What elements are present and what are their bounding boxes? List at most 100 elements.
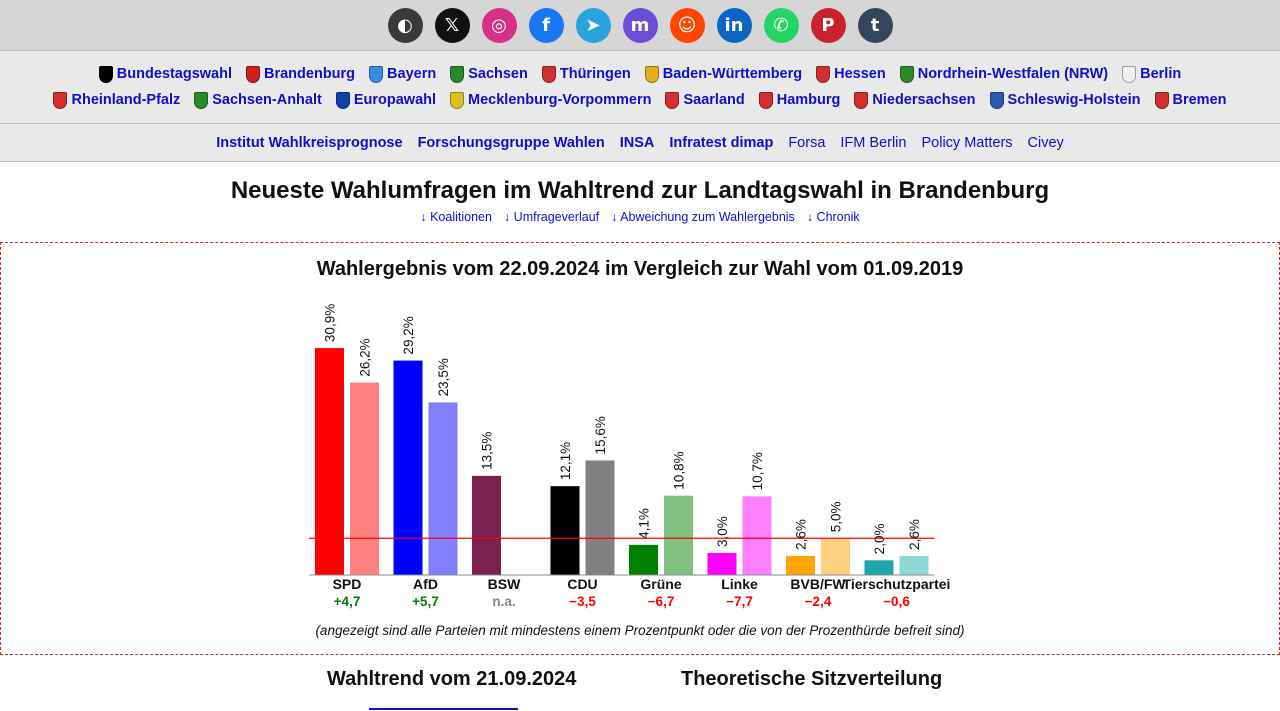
institute-link[interactable]: INSA xyxy=(619,134,655,151)
state-link-baden-w-rttemberg[interactable]: Baden-Württemberg xyxy=(644,65,803,83)
state-link-europawahl[interactable]: Europawahl xyxy=(335,91,436,109)
tab-sitzverteilung[interactable]: Theoretische Sitzverteilung xyxy=(681,668,943,690)
state-link-hamburg[interactable]: Hamburg xyxy=(758,91,840,109)
institute-link[interactable]: Forsa xyxy=(788,134,826,151)
bar-bvb/fw-2019 xyxy=(821,538,850,575)
mixed-icon[interactable]: ◐ xyxy=(387,7,423,43)
category-label: Tierschutzpartei xyxy=(843,576,951,592)
category-label: CDU xyxy=(567,576,597,592)
state-label: Bremen xyxy=(1172,92,1227,108)
institute-link[interactable]: IFM Berlin xyxy=(840,134,907,151)
state-link-bremen[interactable]: Bremen xyxy=(1154,91,1227,109)
state-link-berlin[interactable]: Berlin xyxy=(1122,65,1181,83)
state-label: Bundestagswahl xyxy=(116,66,232,82)
bar-value-label: 10,8% xyxy=(672,451,687,489)
bar-value-label: 30,9% xyxy=(323,304,338,342)
mastodon-icon[interactable]: m xyxy=(622,7,658,43)
difference-label: n.a. xyxy=(492,594,515,609)
state-crest-icon xyxy=(450,91,465,109)
bar-value-label: 10,7% xyxy=(750,452,765,490)
institute-link[interactable]: Infratest dimap xyxy=(669,134,774,151)
tab-wahltrend[interactable]: Wahltrend vom 21.09.2024 xyxy=(327,668,577,690)
state-crest-icon xyxy=(246,65,260,83)
bar-value-label: 23,5% xyxy=(436,358,451,396)
state-link-bundestagswahl[interactable]: Bundestagswahl xyxy=(98,65,232,83)
bar-value-label: 2,6% xyxy=(907,519,922,550)
reddit-icon[interactable]: ☺ xyxy=(669,7,705,43)
bar-value-label: 29,2% xyxy=(401,316,416,354)
state-crest-icon xyxy=(369,65,384,83)
state-link-bayern[interactable]: Bayern xyxy=(369,65,436,83)
state-crest-icon xyxy=(53,91,68,109)
state-link-rheinland-pfalz[interactable]: Rheinland-Pfalz xyxy=(53,91,181,109)
facebook-icon[interactable]: f xyxy=(528,7,564,43)
state-crest-icon xyxy=(899,65,914,83)
bar-linke-2024 xyxy=(707,552,737,575)
state-crest-icon xyxy=(450,65,465,83)
institute-link[interactable]: Civey xyxy=(1027,134,1064,151)
bar-grüne-2024 xyxy=(629,544,658,575)
state-row-2: Rheinland-Pfalz Sachsen-Anhalt Europawahl M… xyxy=(0,91,1280,109)
anchor-link[interactable]: ↓ Abweichung zum Wahlergebnis xyxy=(611,210,795,224)
anchor-link[interactable]: ↓ Koalitionen xyxy=(420,210,492,224)
state-link-hessen[interactable]: Hessen xyxy=(816,65,886,83)
bar-value-label: 5,0% xyxy=(829,502,844,533)
state-link-saarland[interactable]: Saarland xyxy=(665,91,745,109)
anchor-link[interactable]: ↓ Umfrageverlauf xyxy=(503,210,600,224)
institute-link[interactable]: Policy Matters xyxy=(921,134,1013,151)
tumblr-icon[interactable]: t xyxy=(857,7,893,43)
state-label: Rheinland-Pfalz xyxy=(71,92,181,108)
institute-link[interactable]: Forschungsgruppe Wahlen xyxy=(417,134,605,151)
state-link-sachsen-anhalt[interactable]: Sachsen-Anhalt xyxy=(194,91,322,109)
state-link-niedersachsen[interactable]: Niedersachsen xyxy=(854,91,976,109)
anchor-links: ↓ Koalitionen ↓ Umfrageverlauf ↓ Abweichun… xyxy=(0,210,1280,224)
state-crest-icon xyxy=(854,91,869,109)
bar-bsw-2024 xyxy=(472,475,501,575)
state-link-schleswig-holstein[interactable]: Schleswig-Holstein xyxy=(989,91,1141,109)
difference-label: −2,4 xyxy=(805,594,832,609)
whatsapp-icon[interactable]: ✆ xyxy=(763,7,799,43)
bar-value-label: 3,0% xyxy=(715,516,730,547)
linkedin-icon[interactable]: in xyxy=(716,7,752,43)
bar-cdu-2024 xyxy=(550,486,580,575)
chart-title: Wahlergebnis vom 22.09.2024 im Vergleich… xyxy=(316,258,964,280)
category-label: SPD xyxy=(333,576,362,592)
state-link-brandenburg[interactable]: Brandenburg xyxy=(246,65,356,83)
state-crest-icon xyxy=(665,91,680,109)
anchor-link[interactable]: ↓ Chronik xyxy=(806,210,860,224)
state-crest-icon xyxy=(541,65,556,83)
difference-label: +4,7 xyxy=(334,594,361,609)
telegram-icon[interactable]: ➤ xyxy=(575,7,611,43)
category-label: Linke xyxy=(721,576,758,592)
state-link-th-ringen[interactable]: Thüringen xyxy=(541,65,631,83)
bar-bvb/fw-2024 xyxy=(786,555,815,575)
state-crest-icon xyxy=(98,65,113,83)
pinterest-icon[interactable]: P xyxy=(810,7,846,43)
instagram-icon[interactable]: ◎ xyxy=(481,7,517,43)
category-label: Grüne xyxy=(640,576,681,592)
bar-afd-2024 xyxy=(393,360,423,575)
state-label: Mecklenburg-Vorpommern xyxy=(468,92,652,108)
election-result-chart: Wahlergebnis vom 22.09.2024 im Vergleich… xyxy=(0,242,1280,655)
state-label: Schleswig-Holstein xyxy=(1007,92,1141,108)
state-link-mecklenburg-vorpommern[interactable]: Mecklenburg-Vorpommern xyxy=(450,91,652,109)
state-navigation: Bundestagswahl Brandenburg Bayern Sachsen Th… xyxy=(0,51,1280,124)
difference-label: −0,6 xyxy=(883,594,910,609)
state-label: Baden-Württemberg xyxy=(662,66,803,82)
state-link-sachsen[interactable]: Sachsen xyxy=(450,65,528,83)
bar-value-label: 15,6% xyxy=(593,416,608,454)
x-icon[interactable]: 𝕏 xyxy=(434,7,470,43)
institute-link[interactable]: Institut Wahlkreisprognose xyxy=(216,134,403,151)
state-link-nordrhein-westfalen-nrw-[interactable]: Nordrhein-Westfalen (NRW) xyxy=(899,65,1109,83)
state-crest-icon xyxy=(989,91,1004,109)
state-label: Brandenburg xyxy=(264,66,356,82)
state-crest-icon xyxy=(335,91,350,109)
active-tab-indicator xyxy=(369,708,518,710)
state-label: Nordrhein-Westfalen (NRW) xyxy=(917,66,1109,82)
state-label: Sachsen-Anhalt xyxy=(212,92,322,108)
state-row-1: Bundestagswahl Brandenburg Bayern Sachsen Th… xyxy=(0,65,1280,83)
bar-value-label: 4,1% xyxy=(637,508,652,539)
state-label: Saarland xyxy=(683,92,745,108)
difference-label: −7,7 xyxy=(726,594,753,609)
